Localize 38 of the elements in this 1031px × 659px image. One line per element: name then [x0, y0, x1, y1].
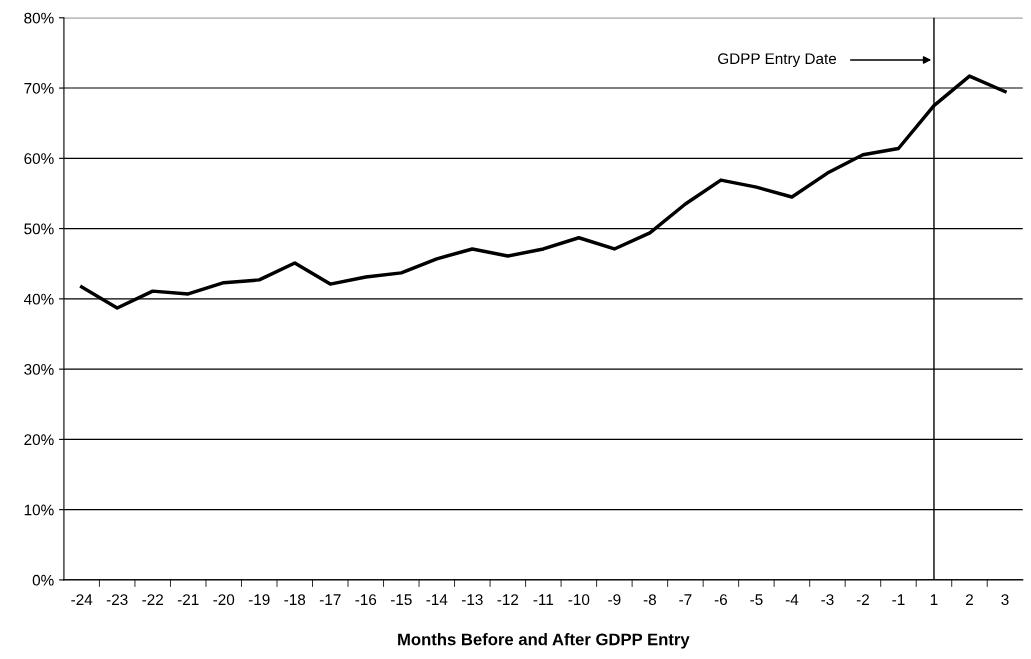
- x-tick-label: -22: [142, 594, 163, 605]
- y-tick-label: 60%: [24, 153, 54, 165]
- x-tick-label: -15: [390, 594, 412, 606]
- y-tick-label: 20%: [24, 434, 54, 446]
- x-tick-label: -1: [892, 594, 905, 605]
- x-tick-label: -6: [714, 594, 728, 606]
- x-tick-label: -16: [355, 594, 377, 606]
- x-tick-label: -3: [821, 594, 834, 606]
- x-tick-label: -17: [319, 594, 341, 605]
- x-tick-label: -20: [213, 594, 235, 606]
- x-tick-label: -8: [643, 594, 656, 606]
- x-tick-label: -2: [856, 594, 869, 605]
- x-axis-title: Months Before and After GDPP Entry: [398, 633, 690, 649]
- x-tick-label: -14: [426, 594, 448, 605]
- x-tick-label: -11: [533, 594, 554, 605]
- x-tick-label: 1: [930, 594, 938, 605]
- x-tick-label: -7: [679, 594, 692, 605]
- y-tick-label: 30%: [24, 363, 54, 375]
- x-tick-label: -23: [106, 594, 128, 606]
- y-tick-label: 70%: [24, 82, 54, 94]
- x-tick-label: -5: [750, 594, 763, 606]
- x-tick-label: -13: [461, 594, 483, 606]
- x-tick-label: 3: [1001, 594, 1009, 606]
- annotation: GDPP Entry Date: [718, 53, 837, 68]
- x-tick-label: -18: [284, 594, 306, 606]
- y-tick-label: 10%: [24, 504, 54, 516]
- x-tick-label: -21: [177, 594, 199, 605]
- y-tick-label: 40%: [23, 293, 54, 305]
- x-tick-label: 2: [966, 594, 973, 605]
- x-tick-label: -4: [785, 594, 799, 605]
- x-tick-label: -10: [568, 594, 590, 606]
- x-tick-label: -9: [608, 594, 621, 606]
- x-tick-label: -24: [71, 594, 93, 605]
- y-tick-label: 80%: [24, 12, 54, 24]
- x-tick-label: -19: [248, 594, 270, 606]
- x-tick-label: -12: [497, 594, 519, 605]
- y-tick-label: 0%: [32, 574, 54, 586]
- y-tick-label: 50%: [24, 223, 54, 235]
